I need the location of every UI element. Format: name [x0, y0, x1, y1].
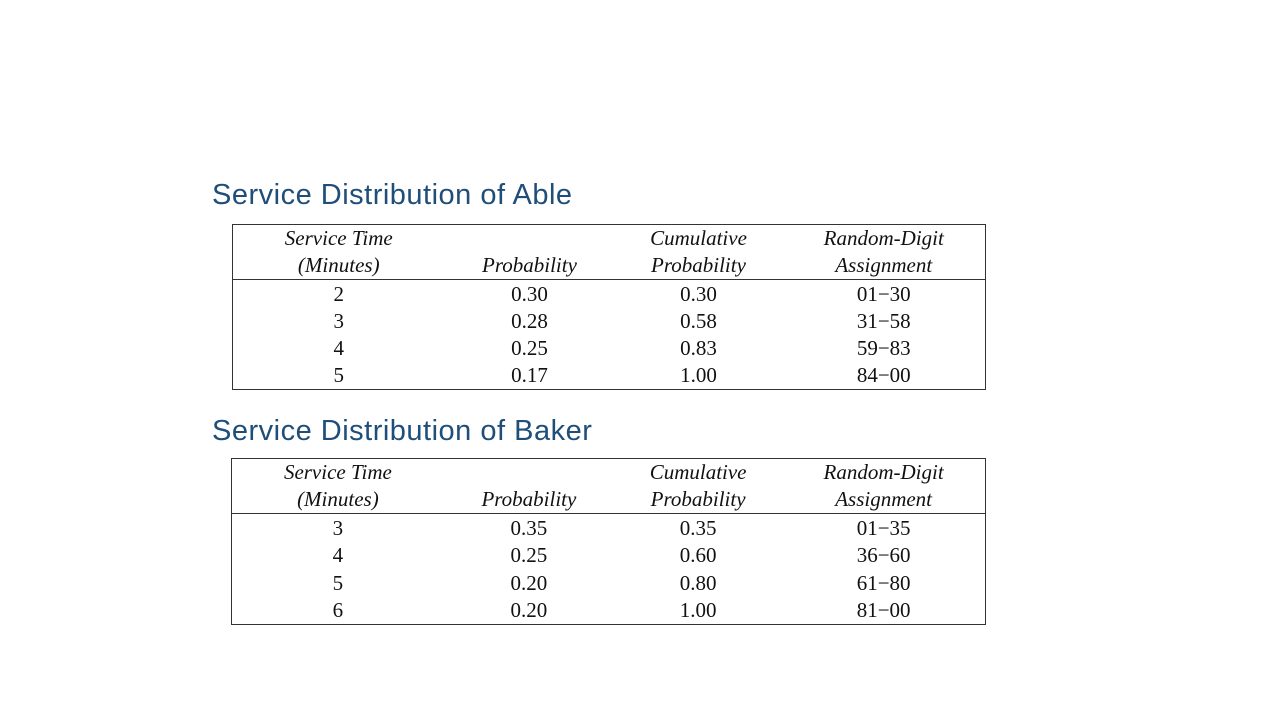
header-probability: Probability — [443, 486, 614, 514]
header-minutes: (Minutes) — [231, 486, 444, 514]
header-probability: Probability — [444, 252, 615, 280]
cell-cumulative: 0.58 — [680, 309, 717, 333]
cell-probability: 0.25 — [511, 336, 548, 360]
cell-probability: 0.30 — [511, 282, 548, 306]
baker-distribution-table: Service Time Cumulative Random-Digit (Mi… — [231, 458, 986, 625]
cell-probability: 0.20 — [510, 570, 548, 595]
table-row: 4 0.25 0.60 36−60 — [232, 542, 986, 569]
table-row: 6 0.20 1.00 81−00 — [232, 597, 986, 625]
header-service-time: Service Time — [284, 226, 393, 250]
cell-random-digits: 01−35 — [856, 516, 911, 541]
table-row: 2 0.30 0.30 01−30 — [233, 280, 986, 309]
cell-probability: 0.17 — [511, 363, 548, 387]
cell-random-digits: 36−60 — [856, 543, 911, 568]
table-row: 3 0.28 0.58 31−58 — [233, 308, 986, 335]
cell-random-digits: 59−83 — [856, 336, 911, 360]
able-section-title: Service Distribution of Able — [212, 179, 573, 211]
cell-service-time: 4 — [332, 543, 344, 568]
table-row: 5 0.20 0.80 61−80 — [232, 569, 986, 596]
header-cumulative: Cumulative — [649, 460, 747, 484]
header-service-time: Service Time — [283, 460, 392, 484]
cell-probability: 0.35 — [510, 516, 548, 541]
baker-section-title: Service Distribution of Baker — [212, 415, 593, 447]
cell-cumulative: 1.00 — [680, 363, 717, 387]
header-assignment: Assignment — [782, 486, 986, 514]
cell-cumulative: 0.83 — [680, 336, 717, 360]
cell-service-time: 3 — [332, 516, 344, 541]
cell-probability: 0.20 — [510, 597, 548, 622]
table-row: 4 0.25 0.83 59−83 — [233, 335, 986, 362]
cell-service-time: 5 — [333, 363, 345, 387]
cell-cumulative: 0.35 — [679, 516, 717, 541]
cell-random-digits: 31−58 — [856, 309, 911, 333]
cell-service-time: 4 — [333, 336, 345, 360]
cell-cumulative: 0.30 — [680, 282, 717, 306]
cell-service-time: 6 — [332, 597, 344, 622]
cell-cumulative: 0.60 — [679, 543, 717, 568]
header-assignment: Assignment — [782, 252, 986, 280]
cell-probability: 0.28 — [511, 309, 548, 333]
header-random-digit: Random-Digit — [823, 460, 944, 484]
header-cumulative: Cumulative — [650, 226, 747, 250]
able-distribution-table: Service Time Cumulative Random-Digit (Mi… — [232, 224, 986, 390]
header-cumulative-probability: Probability — [614, 252, 783, 280]
cell-service-time: 3 — [333, 309, 345, 333]
header-cumulative-probability: Probability — [614, 486, 783, 514]
cell-probability: 0.25 — [510, 543, 548, 568]
cell-random-digits: 01−30 — [856, 282, 911, 306]
cell-random-digits: 61−80 — [856, 570, 911, 595]
cell-cumulative: 1.00 — [679, 597, 717, 622]
header-minutes: (Minutes) — [232, 252, 445, 280]
header-random-digit: Random-Digit — [823, 226, 944, 250]
cell-service-time: 2 — [333, 282, 345, 306]
cell-random-digits: 84−00 — [856, 363, 911, 387]
header-probability-top — [444, 459, 614, 487]
cell-cumulative: 0.80 — [679, 570, 717, 595]
cell-service-time: 5 — [332, 570, 344, 595]
header-probability-top — [445, 225, 615, 253]
table-row: 5 0.17 1.00 84−00 — [233, 362, 986, 390]
cell-random-digits: 81−00 — [856, 597, 911, 622]
table-row: 3 0.35 0.35 01−35 — [232, 514, 986, 543]
